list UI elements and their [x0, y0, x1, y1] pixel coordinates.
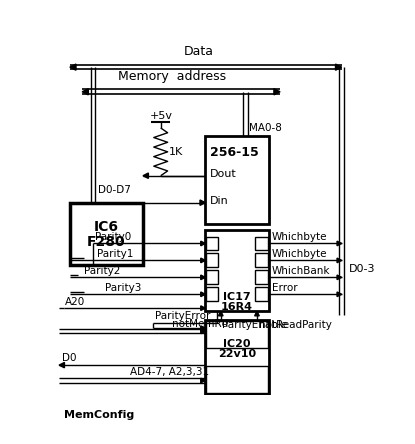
- Bar: [205, 136, 269, 224]
- Polygon shape: [337, 275, 342, 280]
- Text: F280: F280: [87, 235, 126, 249]
- Polygon shape: [201, 326, 205, 330]
- Bar: [206, 321, 268, 348]
- Text: ParityEnable: ParityEnable: [222, 320, 288, 330]
- Polygon shape: [218, 311, 223, 316]
- Polygon shape: [201, 329, 205, 333]
- Text: 22v10: 22v10: [218, 349, 256, 359]
- Polygon shape: [201, 378, 205, 383]
- Bar: [255, 254, 268, 267]
- Polygon shape: [337, 292, 342, 297]
- Polygon shape: [274, 89, 280, 95]
- Bar: [70, 203, 143, 265]
- Bar: [206, 237, 218, 250]
- Polygon shape: [201, 306, 205, 310]
- Polygon shape: [200, 200, 205, 206]
- Bar: [206, 366, 268, 393]
- Bar: [206, 270, 218, 284]
- Bar: [206, 254, 218, 267]
- Bar: [205, 230, 269, 311]
- Text: Parity2: Parity2: [84, 266, 120, 276]
- Bar: [255, 287, 268, 301]
- Text: IC20: IC20: [223, 339, 251, 349]
- Polygon shape: [337, 241, 342, 246]
- Text: notReadParity: notReadParity: [259, 320, 332, 330]
- Text: Parity0: Parity0: [95, 232, 132, 242]
- Polygon shape: [59, 362, 64, 368]
- Text: Data: Data: [184, 45, 214, 58]
- Polygon shape: [201, 241, 205, 246]
- Text: IC17: IC17: [223, 292, 251, 302]
- Text: notMemRd: notMemRd: [172, 319, 229, 329]
- Polygon shape: [70, 64, 76, 70]
- Text: A20: A20: [64, 297, 85, 307]
- Polygon shape: [143, 173, 149, 178]
- Text: MA0-8: MA0-8: [249, 123, 282, 133]
- Text: 1K: 1K: [169, 147, 183, 157]
- Text: D0-3: D0-3: [349, 264, 376, 274]
- Text: AD4-7, A2,3,31: AD4-7, A2,3,31: [130, 367, 209, 377]
- Text: MemConfig: MemConfig: [63, 410, 134, 420]
- Text: Parity1: Parity1: [97, 249, 133, 259]
- Text: Error: Error: [271, 283, 297, 293]
- Text: WhichBank: WhichBank: [271, 266, 330, 276]
- Polygon shape: [335, 64, 342, 70]
- Bar: [206, 287, 218, 301]
- Polygon shape: [255, 311, 259, 316]
- Polygon shape: [201, 275, 205, 280]
- Text: D0-D7: D0-D7: [98, 185, 130, 194]
- Text: D0: D0: [62, 353, 77, 363]
- Text: +5v: +5v: [150, 111, 173, 121]
- Text: Parity3: Parity3: [105, 283, 141, 293]
- Bar: [205, 321, 269, 394]
- Polygon shape: [201, 258, 205, 263]
- Text: IC6: IC6: [94, 220, 119, 234]
- Text: ParityError: ParityError: [155, 311, 211, 321]
- Text: Whichbyte: Whichbyte: [271, 249, 327, 259]
- Polygon shape: [201, 292, 205, 297]
- Text: 256-15: 256-15: [210, 147, 259, 159]
- Text: 16R4: 16R4: [221, 301, 253, 312]
- Text: Whichbyte: Whichbyte: [271, 232, 327, 242]
- Text: Dout: Dout: [210, 169, 237, 179]
- Bar: [255, 237, 268, 250]
- Text: Din: Din: [210, 196, 229, 206]
- Bar: [255, 270, 268, 284]
- Text: Memory  address: Memory address: [118, 70, 226, 83]
- Polygon shape: [82, 89, 88, 95]
- Polygon shape: [337, 258, 342, 263]
- Polygon shape: [59, 404, 65, 411]
